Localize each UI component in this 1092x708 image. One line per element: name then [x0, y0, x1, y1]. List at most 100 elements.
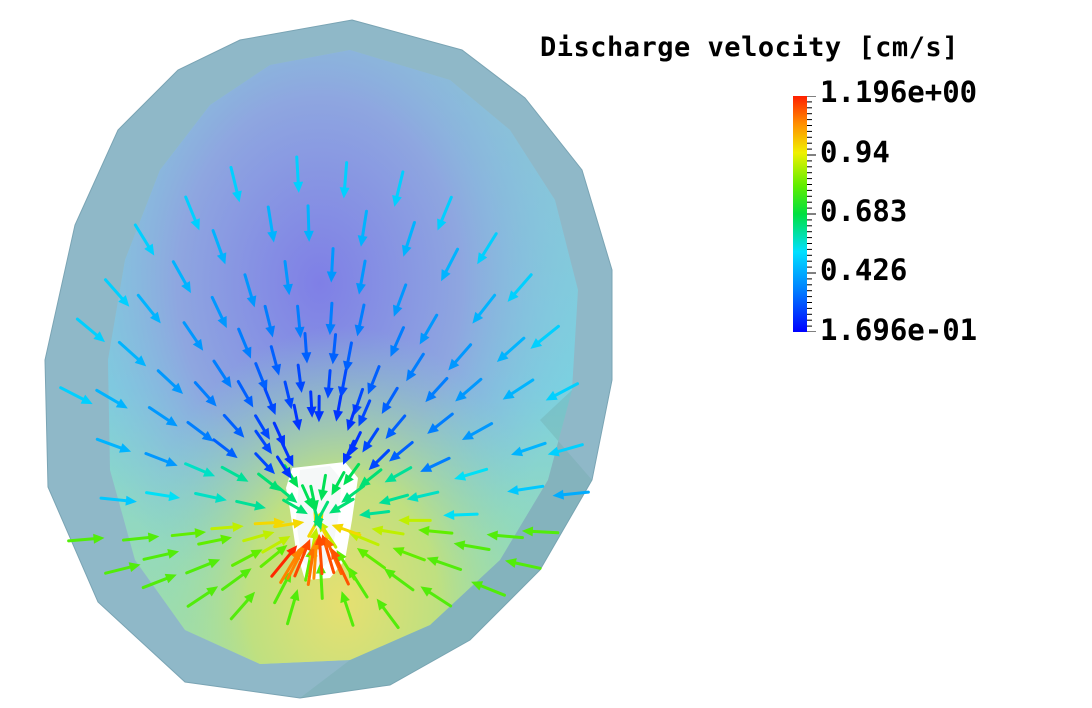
velocity-arrow-head: [496, 350, 509, 363]
velocity-arrow-head: [217, 316, 227, 329]
velocity-arrow-head: [333, 409, 344, 422]
velocity-arrow: [141, 575, 171, 590]
velocity-arrow: [392, 326, 405, 352]
velocity-arrow: [363, 468, 383, 484]
velocity-arrow-head: [93, 533, 105, 544]
velocity-arrow-head: [265, 325, 276, 338]
velocity-arrow-head: [376, 598, 388, 611]
velocity-arrow: [210, 295, 225, 323]
velocity-arrow-head: [346, 418, 356, 431]
velocity-arrow: [393, 440, 414, 458]
velocity-arrow: [475, 293, 497, 319]
velocity-arrow-head: [441, 269, 451, 282]
velocity-arrow: [147, 406, 173, 424]
velocity-arrow: [286, 548, 304, 580]
velocity-arrow-head: [420, 586, 433, 597]
velocity-arrow-head: [427, 423, 439, 434]
velocity-arrow-head: [284, 454, 294, 467]
velocity-arrow: [357, 303, 366, 331]
velocity-arrow-head: [295, 381, 306, 393]
velocity-arrow-head: [314, 411, 325, 423]
velocity-arrow: [318, 540, 324, 576]
velocity-arrow-head: [273, 517, 286, 528]
velocity-arrow-head: [93, 331, 106, 343]
velocity-arrow: [221, 571, 247, 591]
velocity-arrow: [133, 223, 152, 251]
velocity-arrow-head: [511, 446, 524, 457]
velocity-arrow: [193, 381, 213, 403]
velocity-arrow-head: [448, 358, 460, 371]
velocity-arrow: [235, 499, 260, 508]
velocity-arrow-head: [263, 462, 275, 475]
velocity-arrow-head: [381, 402, 392, 415]
velocity-arrow-head: [239, 568, 252, 579]
velocity-arrow: [75, 317, 101, 339]
velocity-arrow-head: [385, 427, 397, 439]
velocity-arrow-head: [215, 493, 227, 503]
velocity-arrow: [242, 532, 269, 543]
velocity-arrow: [257, 472, 276, 488]
velocity-arrow: [339, 555, 356, 581]
velocity-arrow-head: [507, 485, 519, 495]
velocity-arrow-head: [282, 283, 293, 296]
velocity-arrow: [156, 369, 179, 390]
velocity-arrow: [493, 533, 524, 540]
velocity-arrow: [253, 520, 279, 526]
velocity-arrow: [197, 537, 226, 546]
velocity-arrow-head: [236, 472, 249, 482]
velocity-arrow: [328, 301, 334, 329]
velocity-arrow-head: [281, 466, 292, 479]
velocity-arrow-head: [420, 462, 433, 472]
velocity-arrow: [408, 352, 425, 376]
velocity-arrow-head: [356, 547, 369, 559]
velocity-arrow: [254, 362, 266, 386]
velocity-arrow-head: [118, 295, 130, 307]
velocity-arrow-head: [292, 518, 305, 529]
velocity-arrow-head: [149, 311, 161, 324]
velocity-arrow: [511, 273, 533, 298]
velocity-arrow: [229, 165, 240, 197]
velocity-arrow-head: [190, 218, 200, 231]
velocity-arrow-head: [147, 532, 160, 543]
velocity-arrow-head: [284, 397, 294, 410]
velocity-arrow-head: [406, 369, 417, 382]
velocity-arrow-head: [115, 398, 128, 409]
velocity-arrow-head: [194, 528, 207, 539]
velocity-arrow-head: [285, 492, 298, 503]
velocity-arrow: [365, 510, 391, 516]
velocity-arrow-head: [443, 509, 455, 520]
velocity-arrow-head: [357, 235, 368, 247]
velocity-arrow-head: [502, 389, 515, 400]
velocity-arrow: [231, 551, 257, 567]
color-scale-ticks: [807, 96, 816, 332]
velocity-arrow: [511, 560, 542, 570]
color-scale-min-label: 1.696e-01: [820, 313, 978, 347]
velocity-arrow-head: [134, 355, 147, 367]
velocity-arrow: [272, 421, 284, 442]
velocity-arrow-head: [275, 434, 285, 447]
velocity-arrow: [212, 438, 233, 455]
velocity-arrow: [185, 560, 215, 575]
velocity-arrow-head: [547, 446, 560, 457]
velocity-arrow-head: [309, 527, 320, 540]
velocity-arrow: [194, 491, 221, 501]
velocity-arrow: [501, 336, 526, 359]
velocity-arrow: [170, 531, 200, 538]
velocity-arrow-head: [419, 332, 430, 345]
velocity-arrow-head: [313, 518, 323, 531]
velocity-arrow-head: [304, 497, 314, 510]
velocity-arrow-head: [181, 281, 191, 294]
velocity-arrow: [459, 377, 483, 398]
velocity-arrow: [346, 484, 366, 500]
velocity-arrow-head: [323, 387, 334, 399]
velocity-arrow: [459, 543, 491, 552]
velocity-arrow: [182, 321, 201, 346]
velocity-arrow-head: [243, 395, 254, 408]
velocity-arrow: [517, 441, 547, 454]
velocity-arrow-head: [295, 504, 308, 515]
color-scale-tick-label: 0.426: [820, 253, 908, 287]
velocity-arrow-head: [504, 558, 517, 568]
velocity-arrow: [269, 345, 279, 370]
velocity-arrow: [377, 528, 405, 536]
velocity-arrow-head: [426, 556, 439, 567]
